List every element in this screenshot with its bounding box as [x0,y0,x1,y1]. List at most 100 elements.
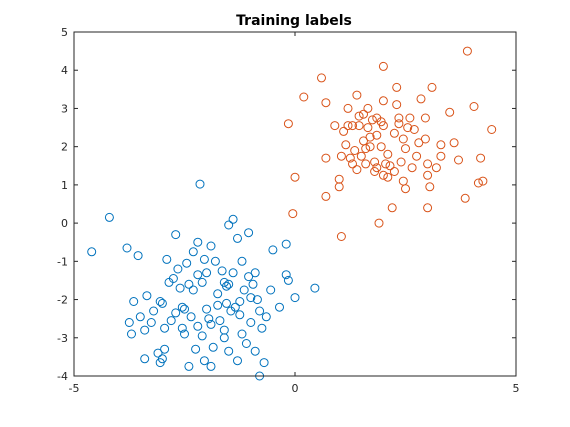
data-point [173,264,183,274]
data-point [462,46,472,56]
data-point [208,342,218,352]
data-point [412,151,422,161]
data-point [140,325,150,335]
data-point [219,325,229,335]
data-point [197,277,207,287]
data-point [195,179,205,189]
data-point [186,312,196,322]
axes-box [73,31,517,377]
data-point [414,138,424,148]
data-point [206,241,216,251]
data-point [180,329,189,339]
data-point [299,92,309,102]
data-point [423,170,433,180]
data-point [171,308,181,318]
data-point [310,283,320,293]
data-point [469,102,479,111]
data-point [454,155,463,165]
data-point [354,121,364,131]
data-point [135,312,145,322]
data-point [359,109,368,119]
data-point [235,297,245,306]
data-point [202,304,212,314]
data-point [235,310,245,320]
data-point [407,163,417,173]
data-point [336,151,346,161]
data-point [142,291,152,301]
data-point [153,348,163,358]
data-point [283,119,293,129]
data-point [288,209,298,219]
data-point [392,82,402,92]
data-point [281,270,291,280]
data-point [385,161,395,171]
data-point [398,176,408,186]
data-point [244,228,254,238]
data-point [363,103,373,113]
y-tick-label: 0 [61,217,68,230]
data-point [213,300,223,310]
data-point [423,203,433,213]
data-point [427,82,437,92]
data-point [210,256,220,266]
data-point [248,279,258,289]
y-tick-label: 3 [61,102,68,115]
data-point [193,270,203,280]
data-point [460,193,470,203]
data-point [381,159,391,169]
data-point [423,159,433,169]
data-point [370,157,380,167]
data-point [140,354,150,364]
data-point [372,113,382,123]
data-point [87,247,97,257]
data-point [356,151,366,161]
data-point [372,163,382,173]
y-tick-label: -2 [57,294,68,307]
data-point [206,319,216,329]
data-point [224,279,234,289]
data-point [129,297,139,306]
data-point [246,318,256,327]
data-point [197,331,207,341]
data-point [445,107,455,117]
data-point [171,230,181,240]
data-point [268,245,278,255]
data-point [193,237,203,247]
data-point [343,121,353,131]
data-point [230,302,240,312]
data-point [367,115,377,125]
data-point [383,172,393,182]
data-point [378,61,388,71]
data-point [403,123,413,133]
data-point [405,113,415,123]
data-point [261,312,271,322]
data-point [350,146,360,155]
data-point [146,318,156,327]
data-point [222,281,231,291]
x-tick-label: 5 [513,382,520,395]
data-point [425,182,435,192]
data-point [420,134,430,144]
data-point [343,103,353,113]
data-point [401,144,410,154]
data-point [228,268,238,278]
data-point [365,132,375,142]
data-point [348,121,357,131]
data-point [224,220,234,230]
data-point [233,233,242,243]
y-tick-label: -3 [57,332,68,345]
data-point [383,149,393,159]
data-point [389,128,399,138]
data-point [321,98,331,108]
data-point [352,165,362,175]
data-point [334,174,344,184]
data-point [104,212,114,222]
data-point [398,134,408,144]
data-point [191,344,201,354]
data-point [345,153,355,163]
data-point [133,251,143,261]
data-point [180,304,189,314]
data-point [361,159,371,169]
data-point [157,298,167,308]
